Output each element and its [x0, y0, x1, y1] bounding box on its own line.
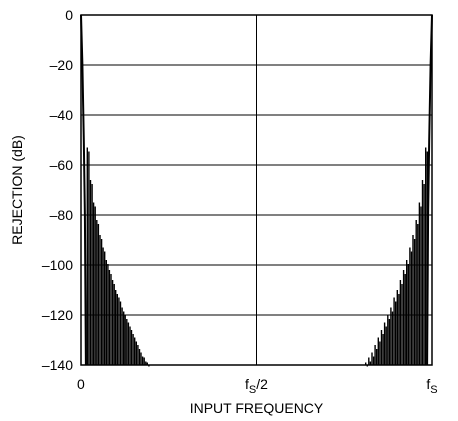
- y-tick-label: –40: [50, 107, 74, 123]
- plot-marks: [80, 14, 433, 367]
- x-tick-label: 0: [77, 376, 85, 392]
- grid: [81, 15, 432, 365]
- y-tick-label: –20: [50, 57, 74, 73]
- x-tick-label: fS: [426, 376, 437, 396]
- y-tick-label: –140: [42, 357, 73, 373]
- plot-frame: [80, 14, 433, 366]
- main-lobe: [80, 14, 87, 366]
- y-tick-label: –120: [42, 307, 73, 323]
- y-tick-label: 0: [65, 7, 73, 23]
- x-tick-labels: 0 fS/2 fS: [77, 376, 438, 396]
- x-tick-label: fS/2: [245, 376, 268, 396]
- y-tick-label: –60: [50, 157, 74, 173]
- x-axis-label: INPUT FREQUENCY: [190, 400, 324, 416]
- y-axis-label: REJECTION (dB): [9, 135, 25, 245]
- y-tick-label: –80: [50, 207, 74, 223]
- y-tick-label: –100: [42, 257, 73, 273]
- y-tick-labels: 0 –20 –40 –60 –80 –100 –120 –140: [42, 7, 73, 373]
